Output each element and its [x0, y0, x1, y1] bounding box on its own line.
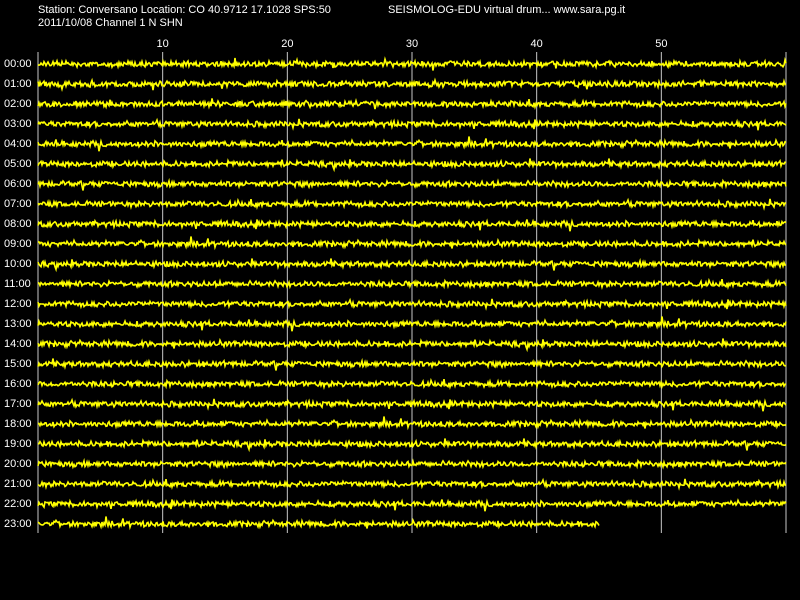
hour-label: 00:00 — [4, 58, 32, 70]
hour-label: 01:00 — [4, 78, 32, 90]
hour-label: 05:00 — [4, 158, 32, 170]
minute-tick-label: 40 — [530, 38, 543, 50]
hour-label: 16:00 — [4, 378, 32, 390]
hour-trace — [37, 257, 787, 273]
hour-trace — [37, 218, 787, 232]
hour-label: 11:00 — [4, 278, 31, 290]
hour-trace — [37, 158, 787, 173]
station-info: Station: Conversano Location: CO 40.9712… — [38, 4, 331, 16]
hour-trace — [37, 416, 787, 431]
minute-tick-label: 10 — [156, 38, 169, 50]
date-channel: 2011/10/08 Channel 1 N SHN — [38, 17, 183, 29]
hour-label: 04:00 — [4, 138, 32, 150]
hour-trace — [37, 377, 786, 391]
hour-trace — [37, 498, 787, 512]
hour-trace — [37, 197, 787, 211]
hour-trace — [37, 457, 787, 470]
hour-label: 18:00 — [4, 418, 32, 430]
hour-label: 10:00 — [4, 258, 32, 270]
hour-label: 15:00 — [4, 358, 32, 370]
hour-label: 22:00 — [4, 498, 32, 510]
hour-trace — [37, 177, 787, 191]
hour-label: 23:00 — [4, 518, 32, 530]
hour-label: 03:00 — [4, 118, 32, 130]
hour-trace — [38, 236, 787, 251]
minute-tick-label: 20 — [281, 38, 294, 50]
app-info: SEISMOLOG-EDU virtual drum... www.sara.p… — [388, 4, 626, 16]
hour-label: 13:00 — [4, 318, 32, 330]
hour-trace — [37, 277, 787, 291]
hour-label: 02:00 — [4, 98, 32, 110]
hour-trace — [37, 438, 787, 453]
hour-trace — [37, 477, 787, 491]
hour-label: 07:00 — [4, 198, 32, 210]
hour-label: 14:00 — [4, 338, 32, 350]
hour-label: 06:00 — [4, 178, 32, 190]
hour-label: 17:00 — [4, 398, 32, 410]
hour-trace — [37, 316, 787, 332]
hour-label: 08:00 — [4, 218, 32, 230]
hour-trace — [37, 516, 600, 531]
hour-label: 20:00 — [4, 458, 32, 470]
hour-trace — [37, 77, 787, 92]
hour-label: 12:00 — [4, 298, 32, 310]
hour-trace — [37, 117, 787, 131]
hour-trace — [37, 397, 787, 412]
minute-tick-label: 50 — [655, 38, 668, 50]
hour-label: 09:00 — [4, 238, 32, 250]
hour-label: 19:00 — [4, 438, 32, 450]
hour-trace — [37, 136, 787, 152]
hour-trace — [37, 98, 787, 110]
hour-trace — [37, 56, 787, 71]
minute-tick-label: 30 — [405, 38, 419, 50]
hour-trace — [37, 357, 787, 371]
hour-trace — [37, 297, 787, 311]
hour-label: 21:00 — [4, 478, 32, 490]
hour-trace — [37, 337, 787, 353]
